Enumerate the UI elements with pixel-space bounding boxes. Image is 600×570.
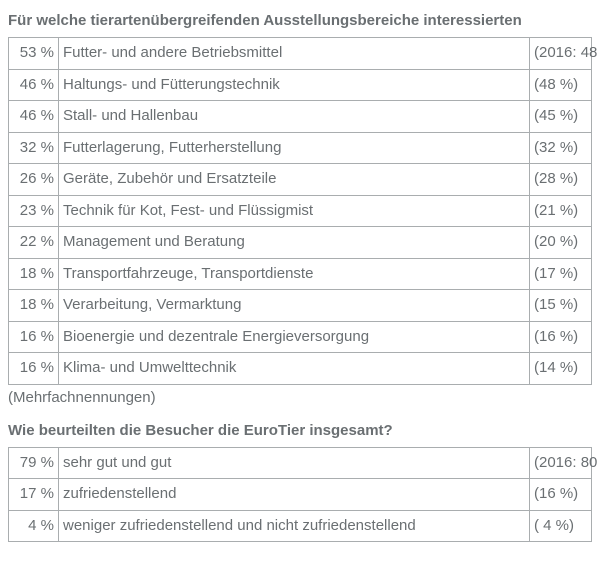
label-cell: weniger zufriedenstellend und nicht zufr… — [59, 510, 530, 542]
pct-cell: 53 % — [9, 38, 59, 70]
label-cell: Haltungs- und Fütterungstechnik — [59, 69, 530, 101]
label-cell: Klima- und Umwelttechnik — [59, 353, 530, 385]
ref-cell: (32 %) — [530, 132, 592, 164]
ref-cell: (16 %) — [530, 479, 592, 511]
label-cell: Bioenergie und dezentrale Energieversorg… — [59, 321, 530, 353]
ref-cell: (45 %) — [530, 101, 592, 133]
table-row: 79 % sehr gut und gut (2016: 80 %) — [9, 447, 592, 479]
label-cell: Futter- und andere Betriebsmittel — [59, 38, 530, 70]
section1-heading: Für welche tierartenübergreifenden Ausst… — [8, 12, 592, 29]
ref-cell: (16 %) — [530, 321, 592, 353]
table-row: 17 % zufriedenstellend (16 %) — [9, 479, 592, 511]
label-cell: Management und Beratung — [59, 227, 530, 259]
label-cell: Geräte, Zubehör und Ersatzteile — [59, 164, 530, 196]
ref-cell: (21 %) — [530, 195, 592, 227]
table-row: 26 % Geräte, Zubehör und Ersatzteile (28… — [9, 164, 592, 196]
table-row: 18 % Verarbeitung, Vermarktung (15 %) — [9, 290, 592, 322]
table-row: 23 % Technik für Kot, Fest- und Flüssigm… — [9, 195, 592, 227]
pct-cell: 79 % — [9, 447, 59, 479]
ref-cell: (2016: 80 %) — [530, 447, 592, 479]
table-row: 53 % Futter- und andere Betriebsmittel (… — [9, 38, 592, 70]
pct-cell: 46 % — [9, 69, 59, 101]
pct-cell: 23 % — [9, 195, 59, 227]
table-row: 32 % Futterlagerung, Futterherstellung (… — [9, 132, 592, 164]
pct-cell: 22 % — [9, 227, 59, 259]
pct-cell: 4 % — [9, 510, 59, 542]
label-cell: Verarbeitung, Vermarktung — [59, 290, 530, 322]
pct-cell: 16 % — [9, 321, 59, 353]
section2-heading: Wie beurteilten die Besucher die EuroTie… — [8, 422, 592, 439]
table-row: 18 % Transportfahrzeuge, Transportdienst… — [9, 258, 592, 290]
ref-cell: (28 %) — [530, 164, 592, 196]
pct-cell: 18 % — [9, 290, 59, 322]
label-cell: zufriedenstellend — [59, 479, 530, 511]
table-row: 46 % Haltungs- und Fütterungstechnik (48… — [9, 69, 592, 101]
pct-cell: 18 % — [9, 258, 59, 290]
pct-cell: 32 % — [9, 132, 59, 164]
pct-cell: 26 % — [9, 164, 59, 196]
ref-cell: (14 %) — [530, 353, 592, 385]
ref-cell: (48 %) — [530, 69, 592, 101]
label-cell: sehr gut und gut — [59, 447, 530, 479]
pct-cell: 16 % — [9, 353, 59, 385]
pct-cell: 17 % — [9, 479, 59, 511]
table-row: 4 % weniger zufriedenstellend und nicht … — [9, 510, 592, 542]
label-cell: Technik für Kot, Fest- und Flüssigmist — [59, 195, 530, 227]
ref-cell: (2016: 48 %) — [530, 38, 592, 70]
section2-table: 79 % sehr gut und gut (2016: 80 %) 17 % … — [8, 447, 592, 543]
ref-cell: (17 %) — [530, 258, 592, 290]
table-row: 22 % Management und Beratung (20 %) — [9, 227, 592, 259]
label-cell: Futterlagerung, Futterherstellung — [59, 132, 530, 164]
ref-cell: (20 %) — [530, 227, 592, 259]
ref-cell: (15 %) — [530, 290, 592, 322]
label-cell: Stall- und Hallenbau — [59, 101, 530, 133]
ref-cell: ( 4 %) — [530, 510, 592, 542]
table-row: 16 % Bioenergie und dezentrale Energieve… — [9, 321, 592, 353]
section1-table: 53 % Futter- und andere Betriebsmittel (… — [8, 37, 592, 385]
table-row: 46 % Stall- und Hallenbau (45 %) — [9, 101, 592, 133]
section1-note: (Mehrfachnennungen) — [8, 389, 592, 406]
pct-cell: 46 % — [9, 101, 59, 133]
label-cell: Transportfahrzeuge, Transportdienste — [59, 258, 530, 290]
table-row: 16 % Klima- und Umwelttechnik (14 %) — [9, 353, 592, 385]
